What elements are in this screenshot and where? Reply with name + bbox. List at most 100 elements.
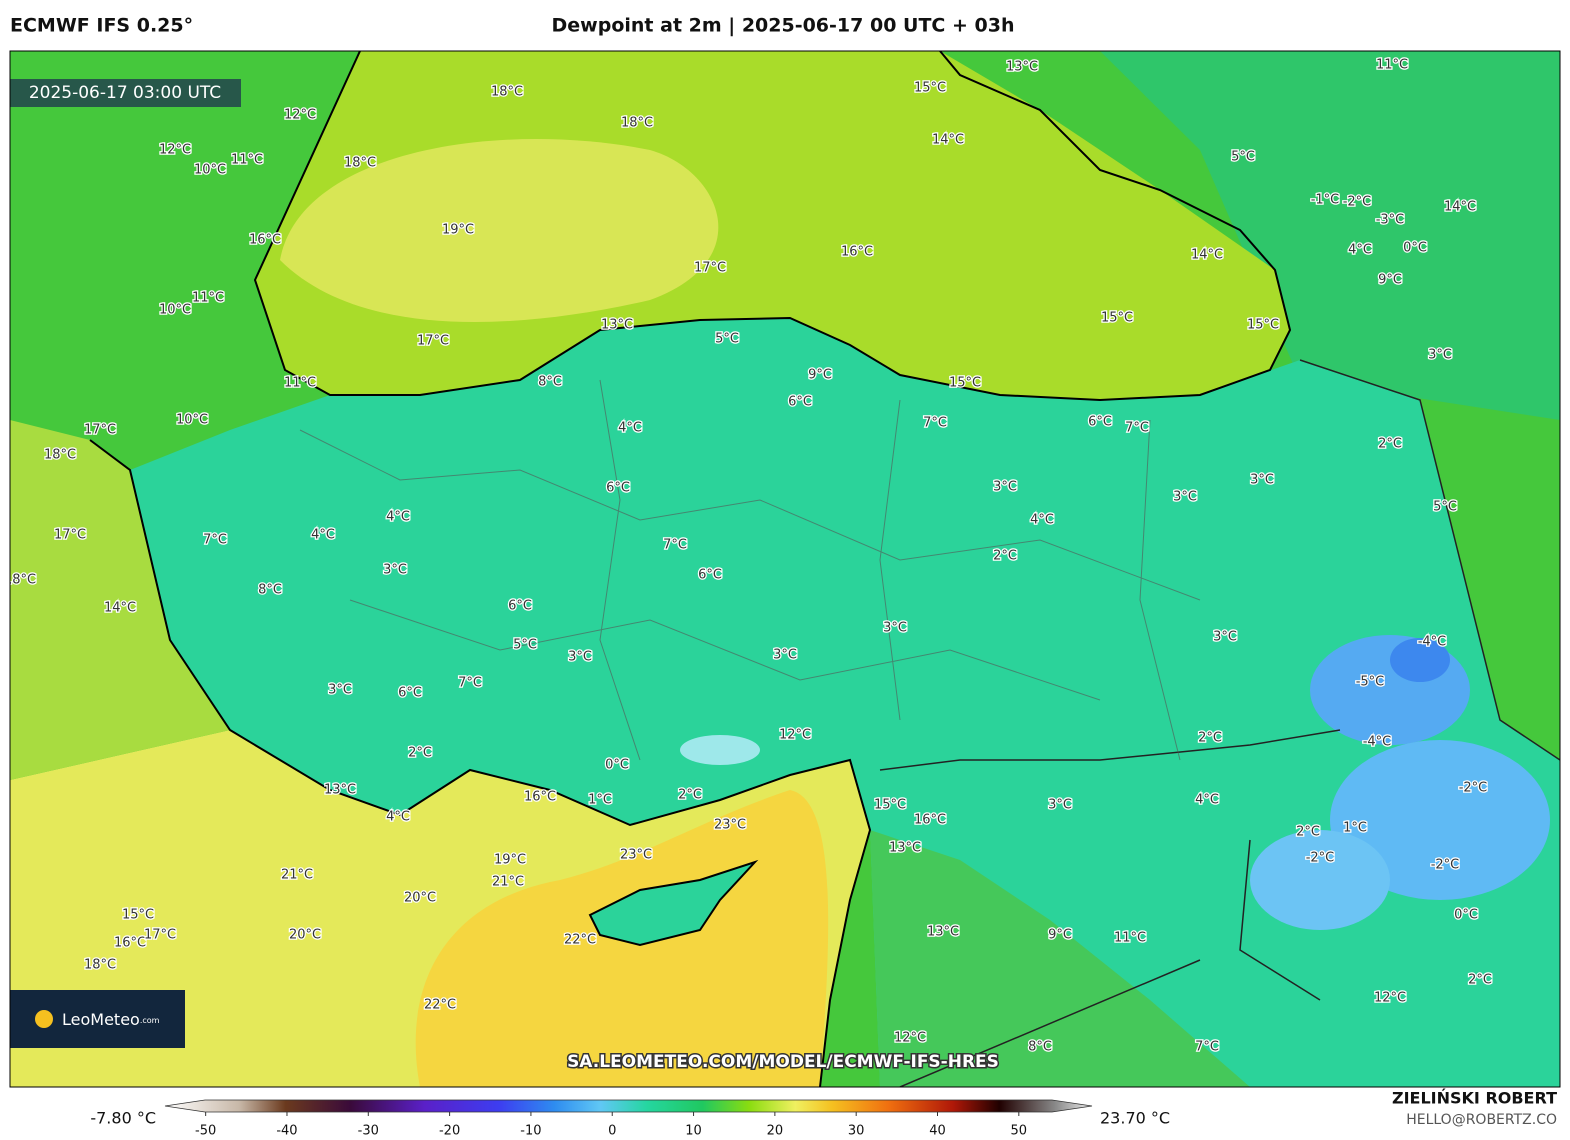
contour-label: 2°C bbox=[678, 788, 702, 803]
contour-label: 2°C bbox=[993, 549, 1017, 564]
contour-label: -2°C bbox=[1343, 195, 1372, 210]
contour-label: 6°C bbox=[508, 599, 532, 614]
contour-label: 23°C bbox=[620, 848, 652, 863]
contour-label: 14°C bbox=[104, 601, 136, 616]
contour-label: 8°C bbox=[258, 583, 282, 598]
contour-label: 22°C bbox=[564, 933, 596, 948]
contour-label: -1°C bbox=[1311, 193, 1340, 208]
contour-label: 16°C bbox=[524, 790, 556, 805]
contour-label: 8°C bbox=[538, 375, 562, 390]
contour-label: 11°C bbox=[1114, 931, 1146, 946]
contour-label: 6°C bbox=[698, 568, 722, 583]
colorbar: -50 -40 -30 -20 -10 0 10 20 30 40 50 bbox=[164, 1099, 1093, 1139]
contour-label: 11°C bbox=[1376, 58, 1408, 73]
timestamp: 2025-06-17 03:00 UTC bbox=[29, 83, 221, 103]
map-frame bbox=[9, 50, 1561, 1088]
contour-label: -2°C bbox=[1459, 781, 1488, 796]
colorbar-tick-label: -30 bbox=[358, 1124, 379, 1139]
contour-label: 18°C bbox=[84, 958, 116, 973]
contour-label: 13°C bbox=[324, 783, 356, 798]
contour-label: 3°C bbox=[993, 480, 1017, 495]
map-title: Dewpoint at 2m | 2025-06-17 00 UTC + 03h bbox=[552, 15, 1015, 37]
contour-label: 13°C bbox=[1006, 60, 1038, 75]
source-url: SA.LEOMETEO.COM/MODEL/ECMWF-IFS-HRES bbox=[567, 1052, 999, 1072]
contour-label: 20°C bbox=[289, 928, 321, 943]
contour-label: 4°C bbox=[1195, 793, 1219, 808]
contour-label: 3°C bbox=[383, 563, 407, 578]
contour-label: 0°C bbox=[1403, 241, 1427, 256]
colorbar-min: -7.80 °C bbox=[90, 1109, 156, 1128]
contour-label: 4°C bbox=[1030, 513, 1054, 528]
contour-label: 13°C bbox=[889, 841, 921, 856]
contour-label: 12°C bbox=[284, 108, 316, 123]
contour-label: 5°C bbox=[715, 332, 739, 347]
contour-label: 2°C bbox=[408, 746, 432, 761]
cool-area bbox=[680, 735, 760, 765]
map: 18°C18°C18°C19°C17°C17°C16°C14°C15°C13°C… bbox=[10, 51, 1560, 1087]
contour-label: 19°C bbox=[442, 223, 474, 238]
colorbar-tick-label: 20 bbox=[767, 1124, 784, 1139]
contour-label: 6°C bbox=[1088, 415, 1112, 430]
contour-label: -5°C bbox=[1356, 675, 1385, 690]
contour-label: 3°C bbox=[1173, 490, 1197, 505]
contour-label: 3°C bbox=[1213, 630, 1237, 645]
colorbar-tick-label: 30 bbox=[848, 1124, 865, 1139]
contour-label: 12°C bbox=[779, 728, 811, 743]
contour-label: 9°C bbox=[808, 368, 832, 383]
contour-label: 9°C bbox=[1048, 928, 1072, 943]
contour-label: 7°C bbox=[458, 676, 482, 691]
syria-green bbox=[870, 830, 1250, 1087]
contour-label: 5°C bbox=[513, 638, 537, 653]
contour-label: 17°C bbox=[417, 334, 449, 349]
colorbar-max: 23.70 °C bbox=[1100, 1109, 1170, 1128]
contour-label: 12°C bbox=[159, 143, 191, 158]
contour-label: 11°C bbox=[231, 153, 263, 168]
model-name: ECMWF IFS 0.25° bbox=[10, 15, 193, 37]
contour-label: 3°C bbox=[883, 621, 907, 636]
contour-label: 13°C bbox=[927, 925, 959, 940]
contour-label: 14°C bbox=[932, 133, 964, 148]
contour-label: 6°C bbox=[788, 395, 812, 410]
aegean bbox=[10, 420, 230, 780]
contour-label: -2°C bbox=[1431, 858, 1460, 873]
contour-label: -4°C bbox=[1418, 635, 1447, 650]
contour-label: 16°C bbox=[841, 245, 873, 260]
contour-label: 20°C bbox=[404, 891, 436, 906]
contour-label: 5°C bbox=[1433, 500, 1457, 515]
colorbar-tick-label: -20 bbox=[439, 1124, 460, 1139]
timestamp-box bbox=[10, 79, 241, 107]
contour-label: 1°C bbox=[1343, 821, 1367, 836]
border bbox=[879, 359, 1560, 1087]
colorbar-tick-label: 0 bbox=[608, 1124, 616, 1139]
province-border bbox=[299, 379, 1201, 761]
contour-label: -3°C bbox=[1376, 213, 1405, 228]
contour-label: 3°C bbox=[568, 650, 592, 665]
contour-label: 23°C bbox=[714, 818, 746, 833]
logo-suffix: .com bbox=[140, 1016, 160, 1025]
coastline bbox=[253, 51, 1292, 402]
contour-label: 3°C bbox=[1250, 473, 1274, 488]
contour-label: 18°C bbox=[344, 156, 376, 171]
logo-name: LeoMeteo bbox=[62, 1010, 140, 1029]
contour-label: 17°C bbox=[694, 261, 726, 276]
contour-label: 21°C bbox=[492, 875, 524, 890]
contour-label: 4°C bbox=[618, 421, 642, 436]
contour-label: 15°C bbox=[914, 81, 946, 96]
contour-label: 6°C bbox=[606, 481, 630, 496]
contour-label: 4°C bbox=[386, 810, 410, 825]
contour-label: 15°C bbox=[1247, 318, 1279, 333]
contour-label: 3°C bbox=[1428, 348, 1452, 363]
contour-label: 3°C bbox=[773, 648, 797, 663]
contour-label: 0°C bbox=[1454, 908, 1478, 923]
contour-label: 15°C bbox=[949, 376, 981, 391]
contour-label: 11°C bbox=[284, 376, 316, 391]
contour-label: 4°C bbox=[386, 510, 410, 525]
contour-label: 4°C bbox=[311, 528, 335, 543]
contour-label: 6°C bbox=[398, 686, 422, 701]
cold-area bbox=[1250, 830, 1390, 930]
contour-label: 5°C bbox=[1231, 150, 1255, 165]
contour-label: 1°C bbox=[588, 793, 612, 808]
contour-label: 0°C bbox=[605, 758, 629, 773]
colorbar-tick-label: 50 bbox=[1011, 1124, 1028, 1139]
